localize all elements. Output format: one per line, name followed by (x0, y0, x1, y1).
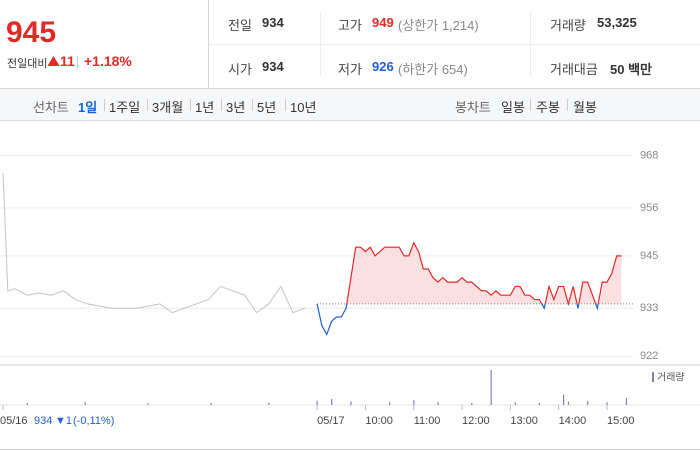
prev-price: 934 (34, 415, 52, 427)
stat-label: 고가 (338, 18, 362, 33)
tab[interactable]: 1주일 (109, 100, 141, 115)
y-tick-label: 922 (640, 350, 658, 362)
tab-label: 선차트 (33, 100, 69, 115)
price: 945 (6, 16, 57, 49)
tab[interactable]: 1일 (78, 100, 98, 115)
volume-bar (538, 402, 541, 405)
change: 11 (60, 53, 75, 69)
stat-value: 949 (372, 15, 394, 30)
volume-bar (316, 400, 318, 405)
volume-bar (471, 402, 473, 405)
stat-value: 934 (262, 15, 284, 30)
volume-bar (389, 402, 391, 405)
tab-sep (104, 99, 105, 111)
tab-sep (221, 99, 222, 111)
volume-bar (625, 398, 628, 405)
y-tick-label: 956 (640, 202, 658, 214)
tab-sep (530, 99, 531, 111)
volume-bar (210, 402, 212, 405)
legend-label: 거래량 (657, 372, 685, 384)
header (0, 0, 700, 89)
stat-note: (하한가 654) (398, 62, 468, 77)
x-tick-label: 13:00 (510, 415, 538, 427)
prev-change: ▼1 (55, 415, 72, 427)
change-pct: +1.18% (84, 53, 132, 69)
stat-value: 934 (262, 59, 284, 74)
divider (530, 12, 531, 76)
volume-bar (413, 400, 415, 405)
stat-label: 저가 (338, 62, 362, 77)
price-line (2, 172, 306, 314)
y-tick-label: 945 (640, 250, 658, 262)
volume-bar (268, 402, 270, 405)
tab[interactable]: 1년 (195, 100, 215, 115)
x-tick-label: 15:00 (607, 415, 635, 427)
x-tick-label: 05/16 (0, 415, 28, 427)
tab-sep (190, 99, 191, 111)
stat-label: 거래량 (550, 18, 586, 33)
divider (208, 0, 209, 88)
stat-value: 53,325 (597, 15, 637, 30)
volume-bar (26, 402, 28, 405)
tab[interactable]: 3개월 (152, 100, 184, 115)
sep (77, 56, 78, 68)
volume-bar (350, 401, 352, 405)
x-tick-label: 14:00 (559, 415, 587, 427)
volume-bar (606, 402, 608, 405)
stat-label: 거래대금 (550, 62, 598, 77)
tab-bar (0, 89, 700, 121)
volume-bar (587, 400, 589, 405)
tab[interactable]: 10년 (290, 100, 317, 115)
tab[interactable]: 주봉 (536, 100, 560, 115)
stat-value: 926 (372, 59, 394, 74)
tab[interactable]: 5년 (257, 100, 277, 115)
volume-bar (331, 398, 333, 405)
area (317, 242, 622, 304)
tab-label: 봉차트 (455, 100, 491, 115)
x-tick-label: 12:00 (462, 415, 490, 427)
tab[interactable]: 일봉 (501, 100, 525, 115)
tab-sep (252, 99, 253, 111)
x-tick-label: 11:00 (414, 415, 441, 427)
stat-label: 시가 (228, 62, 252, 77)
divider (209, 44, 700, 45)
volume-bar (490, 370, 492, 405)
tab-sep (567, 99, 568, 111)
volume-bar (437, 402, 439, 405)
volume-bar (514, 402, 516, 405)
tab[interactable]: 3년 (226, 100, 246, 115)
volume-bar (567, 401, 570, 405)
volume-bar (563, 394, 565, 405)
prev-change-pct: (-0,11%) (73, 415, 114, 427)
change-label: 전일대비 (7, 58, 48, 70)
x-tick-label: 05/17 (317, 415, 345, 427)
stat-label: 전일 (228, 18, 252, 33)
x-tick-label: 10:00 (365, 415, 393, 427)
volume-bar (147, 403, 149, 405)
up-triangle (47, 56, 60, 66)
volume-bar (84, 402, 86, 405)
y-tick-label: 933 (640, 302, 658, 314)
tab-sep (147, 99, 148, 111)
tab[interactable]: 월봉 (573, 100, 597, 115)
price-line (317, 241, 622, 304)
divider (320, 12, 321, 76)
stat-note: (상한가 1,214) (398, 18, 479, 33)
y-tick-label: 968 (640, 149, 658, 161)
stat-value: 50 백만 (610, 62, 652, 77)
tab-sep (285, 99, 286, 111)
legend-swatch (652, 372, 654, 382)
